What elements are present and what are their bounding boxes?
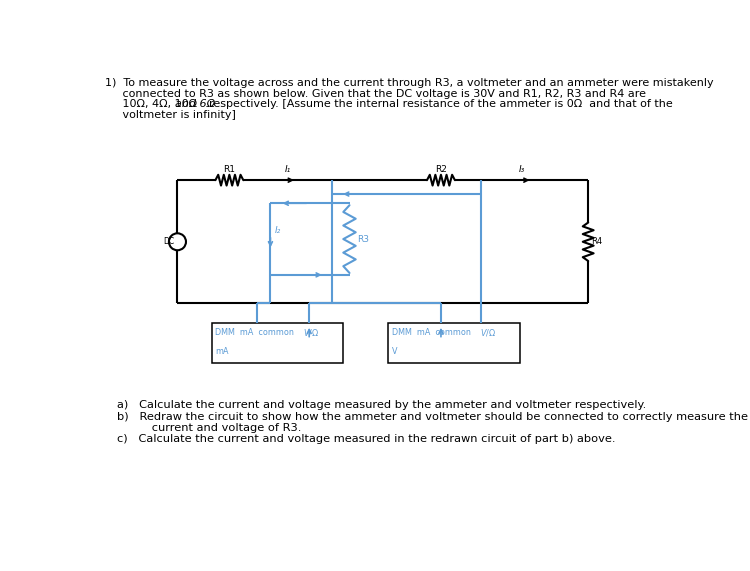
- Text: V: V: [392, 347, 398, 356]
- Text: R3: R3: [357, 235, 369, 244]
- Text: c)   Calculate the current and voltage measured in the redrawn circuit of part b: c) Calculate the current and voltage mea…: [117, 433, 616, 444]
- Text: DMM  mA  common: DMM mA common: [215, 328, 294, 337]
- Text: $\mathit{V}$/Ω: $\mathit{V}$/Ω: [480, 327, 496, 338]
- Text: 10Ω, 4Ω, 10Ω: 10Ω, 4Ω, 10Ω: [104, 99, 200, 109]
- Text: R1: R1: [224, 165, 236, 174]
- Text: I₃: I₃: [518, 165, 525, 174]
- Text: and 6Ω: and 6Ω: [175, 99, 215, 109]
- Text: I₁: I₁: [284, 165, 291, 174]
- Text: DC: DC: [164, 238, 174, 246]
- Text: mA: mA: [215, 347, 229, 356]
- Text: R2: R2: [435, 165, 447, 174]
- Text: a)   Calculate the current and voltage measured by the ammeter and voltmeter res: a) Calculate the current and voltage mea…: [117, 400, 646, 409]
- Text: current and voltage of R3.: current and voltage of R3.: [130, 423, 302, 433]
- Text: respectively. [Assume the internal resistance of the ammeter is 0Ω  and that of : respectively. [Assume the internal resis…: [202, 99, 673, 109]
- Text: $\mathit{V}$/Ω: $\mathit{V}$/Ω: [303, 327, 319, 338]
- Text: b)   Redraw the circuit to show how the ammeter and voltmeter should be connecte: b) Redraw the circuit to show how the am…: [117, 412, 748, 422]
- Text: I₂: I₂: [274, 227, 280, 235]
- Bar: [211, 323, 344, 363]
- Text: R4: R4: [591, 238, 602, 246]
- Text: 1)  To measure the voltage across and the current through R3, a voltmeter and an: 1) To measure the voltage across and the…: [104, 78, 713, 88]
- Text: DMM  mA  common: DMM mA common: [392, 328, 471, 337]
- Text: voltmeter is infinity]: voltmeter is infinity]: [104, 110, 236, 120]
- Bar: [388, 323, 520, 363]
- Text: connected to R3 as shown below. Given that the DC voltage is 30V and R1, R2, R3 : connected to R3 as shown below. Given th…: [104, 89, 646, 99]
